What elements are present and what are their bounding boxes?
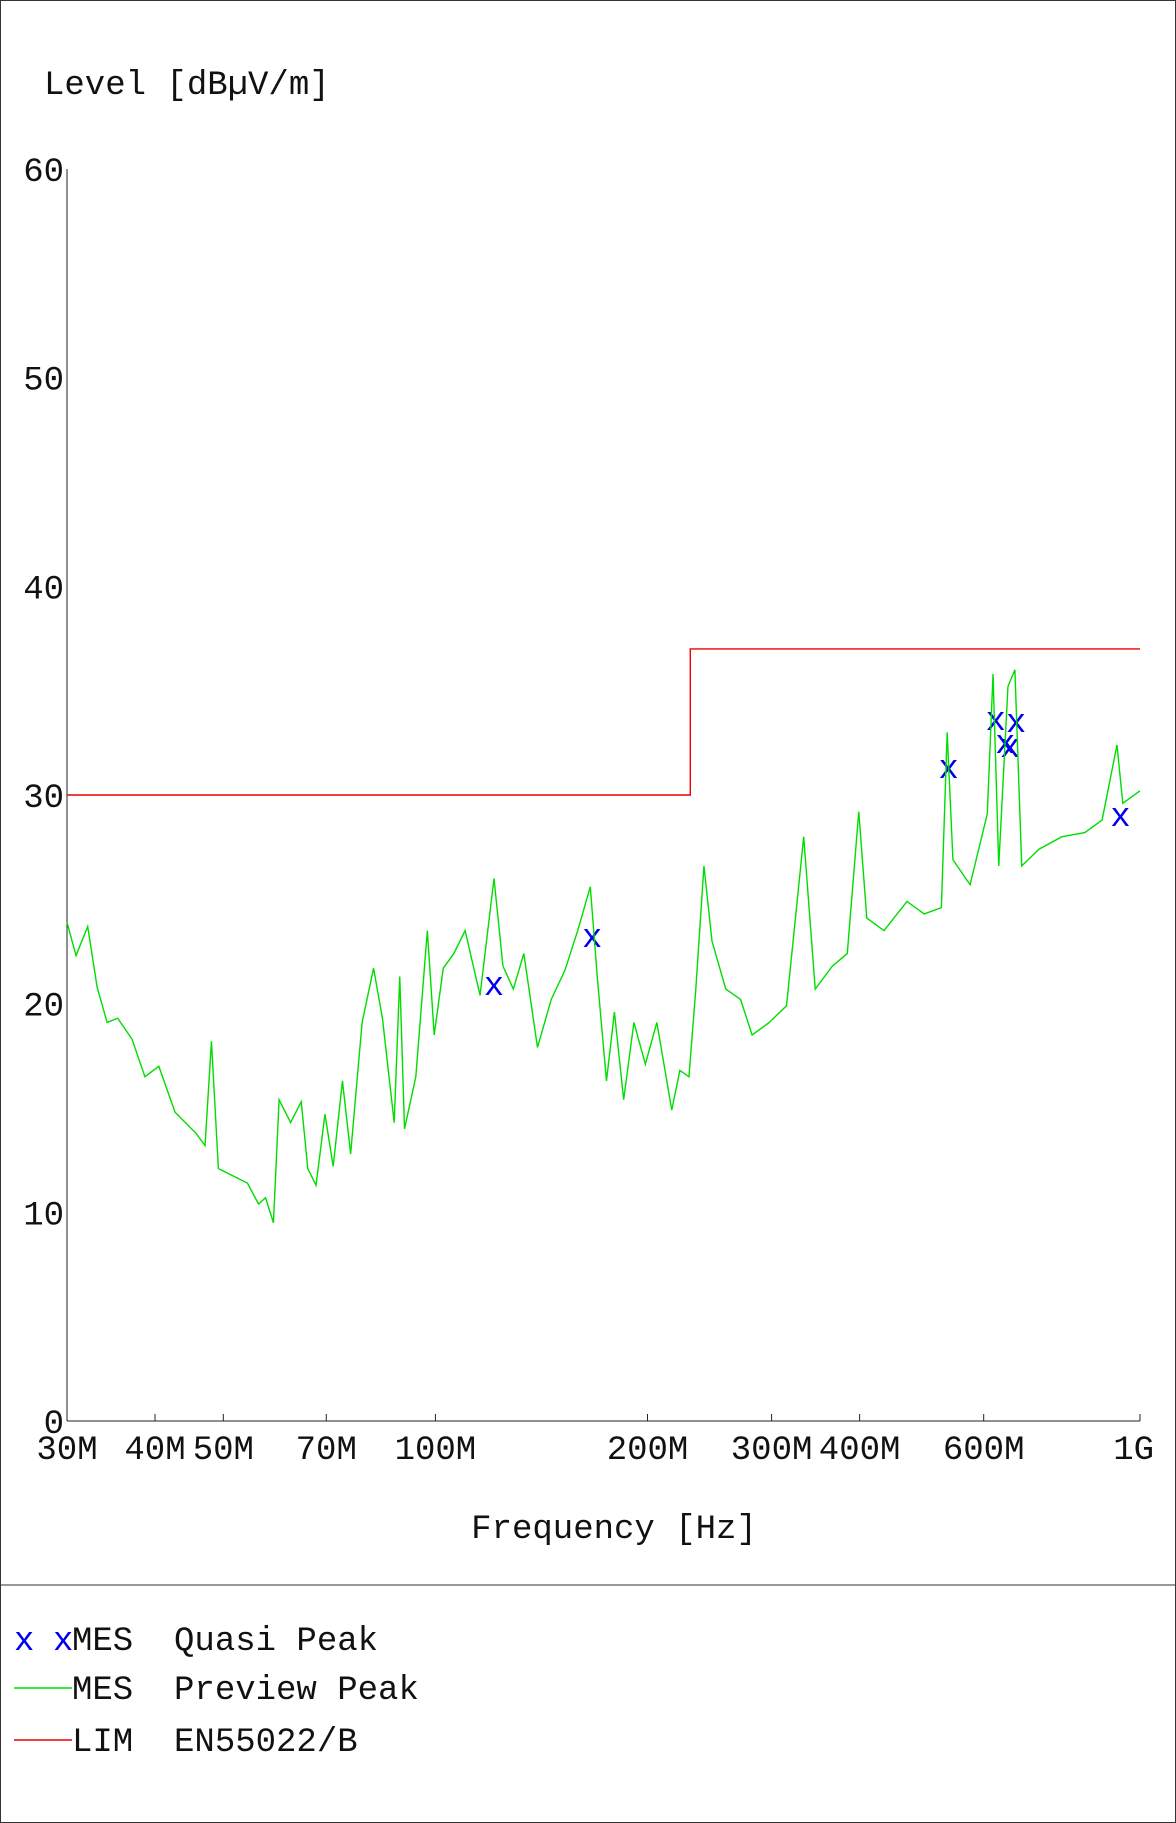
x-tick-label: 30M	[36, 1432, 97, 1470]
x-tick-label: 200M	[607, 1432, 689, 1470]
marker: x	[484, 968, 504, 1006]
legend-marker: x	[14, 1623, 34, 1661]
legend-label: MES Preview Peak	[72, 1672, 419, 1710]
y-tick-label: 40	[23, 571, 64, 609]
x-tick-label: 1G	[1113, 1432, 1154, 1470]
x-tick-label: 70M	[296, 1432, 357, 1470]
series-line	[66, 669, 1141, 1223]
x-tick-label: 40M	[124, 1432, 185, 1470]
legend-marker: x	[53, 1623, 73, 1661]
y-tick-label: 10	[23, 1197, 64, 1235]
y-tick-label: 0	[44, 1406, 64, 1444]
marker: x	[1110, 799, 1130, 837]
x-tick-label: 100M	[395, 1432, 477, 1470]
y-axis-title: Level [dBµV/m]	[44, 67, 330, 105]
y-tick-label: 50	[23, 363, 64, 401]
legend-label: MES Quasi Peak	[72, 1623, 378, 1661]
series-line	[67, 648, 1140, 796]
x-tick-label: 50M	[193, 1432, 254, 1470]
y-tick-label: 30	[23, 780, 64, 818]
x-tick-label: 300M	[731, 1432, 813, 1470]
y-tick-label: 60	[23, 154, 64, 192]
marker: x	[582, 920, 602, 958]
legend-label: LIM EN55022/B	[72, 1724, 358, 1762]
x-axis-title: Frequency [Hz]	[471, 1511, 757, 1549]
y-tick-label: 20	[23, 989, 64, 1027]
x-tick-label: 600M	[943, 1432, 1025, 1470]
x-tick-label: 400M	[819, 1432, 901, 1470]
